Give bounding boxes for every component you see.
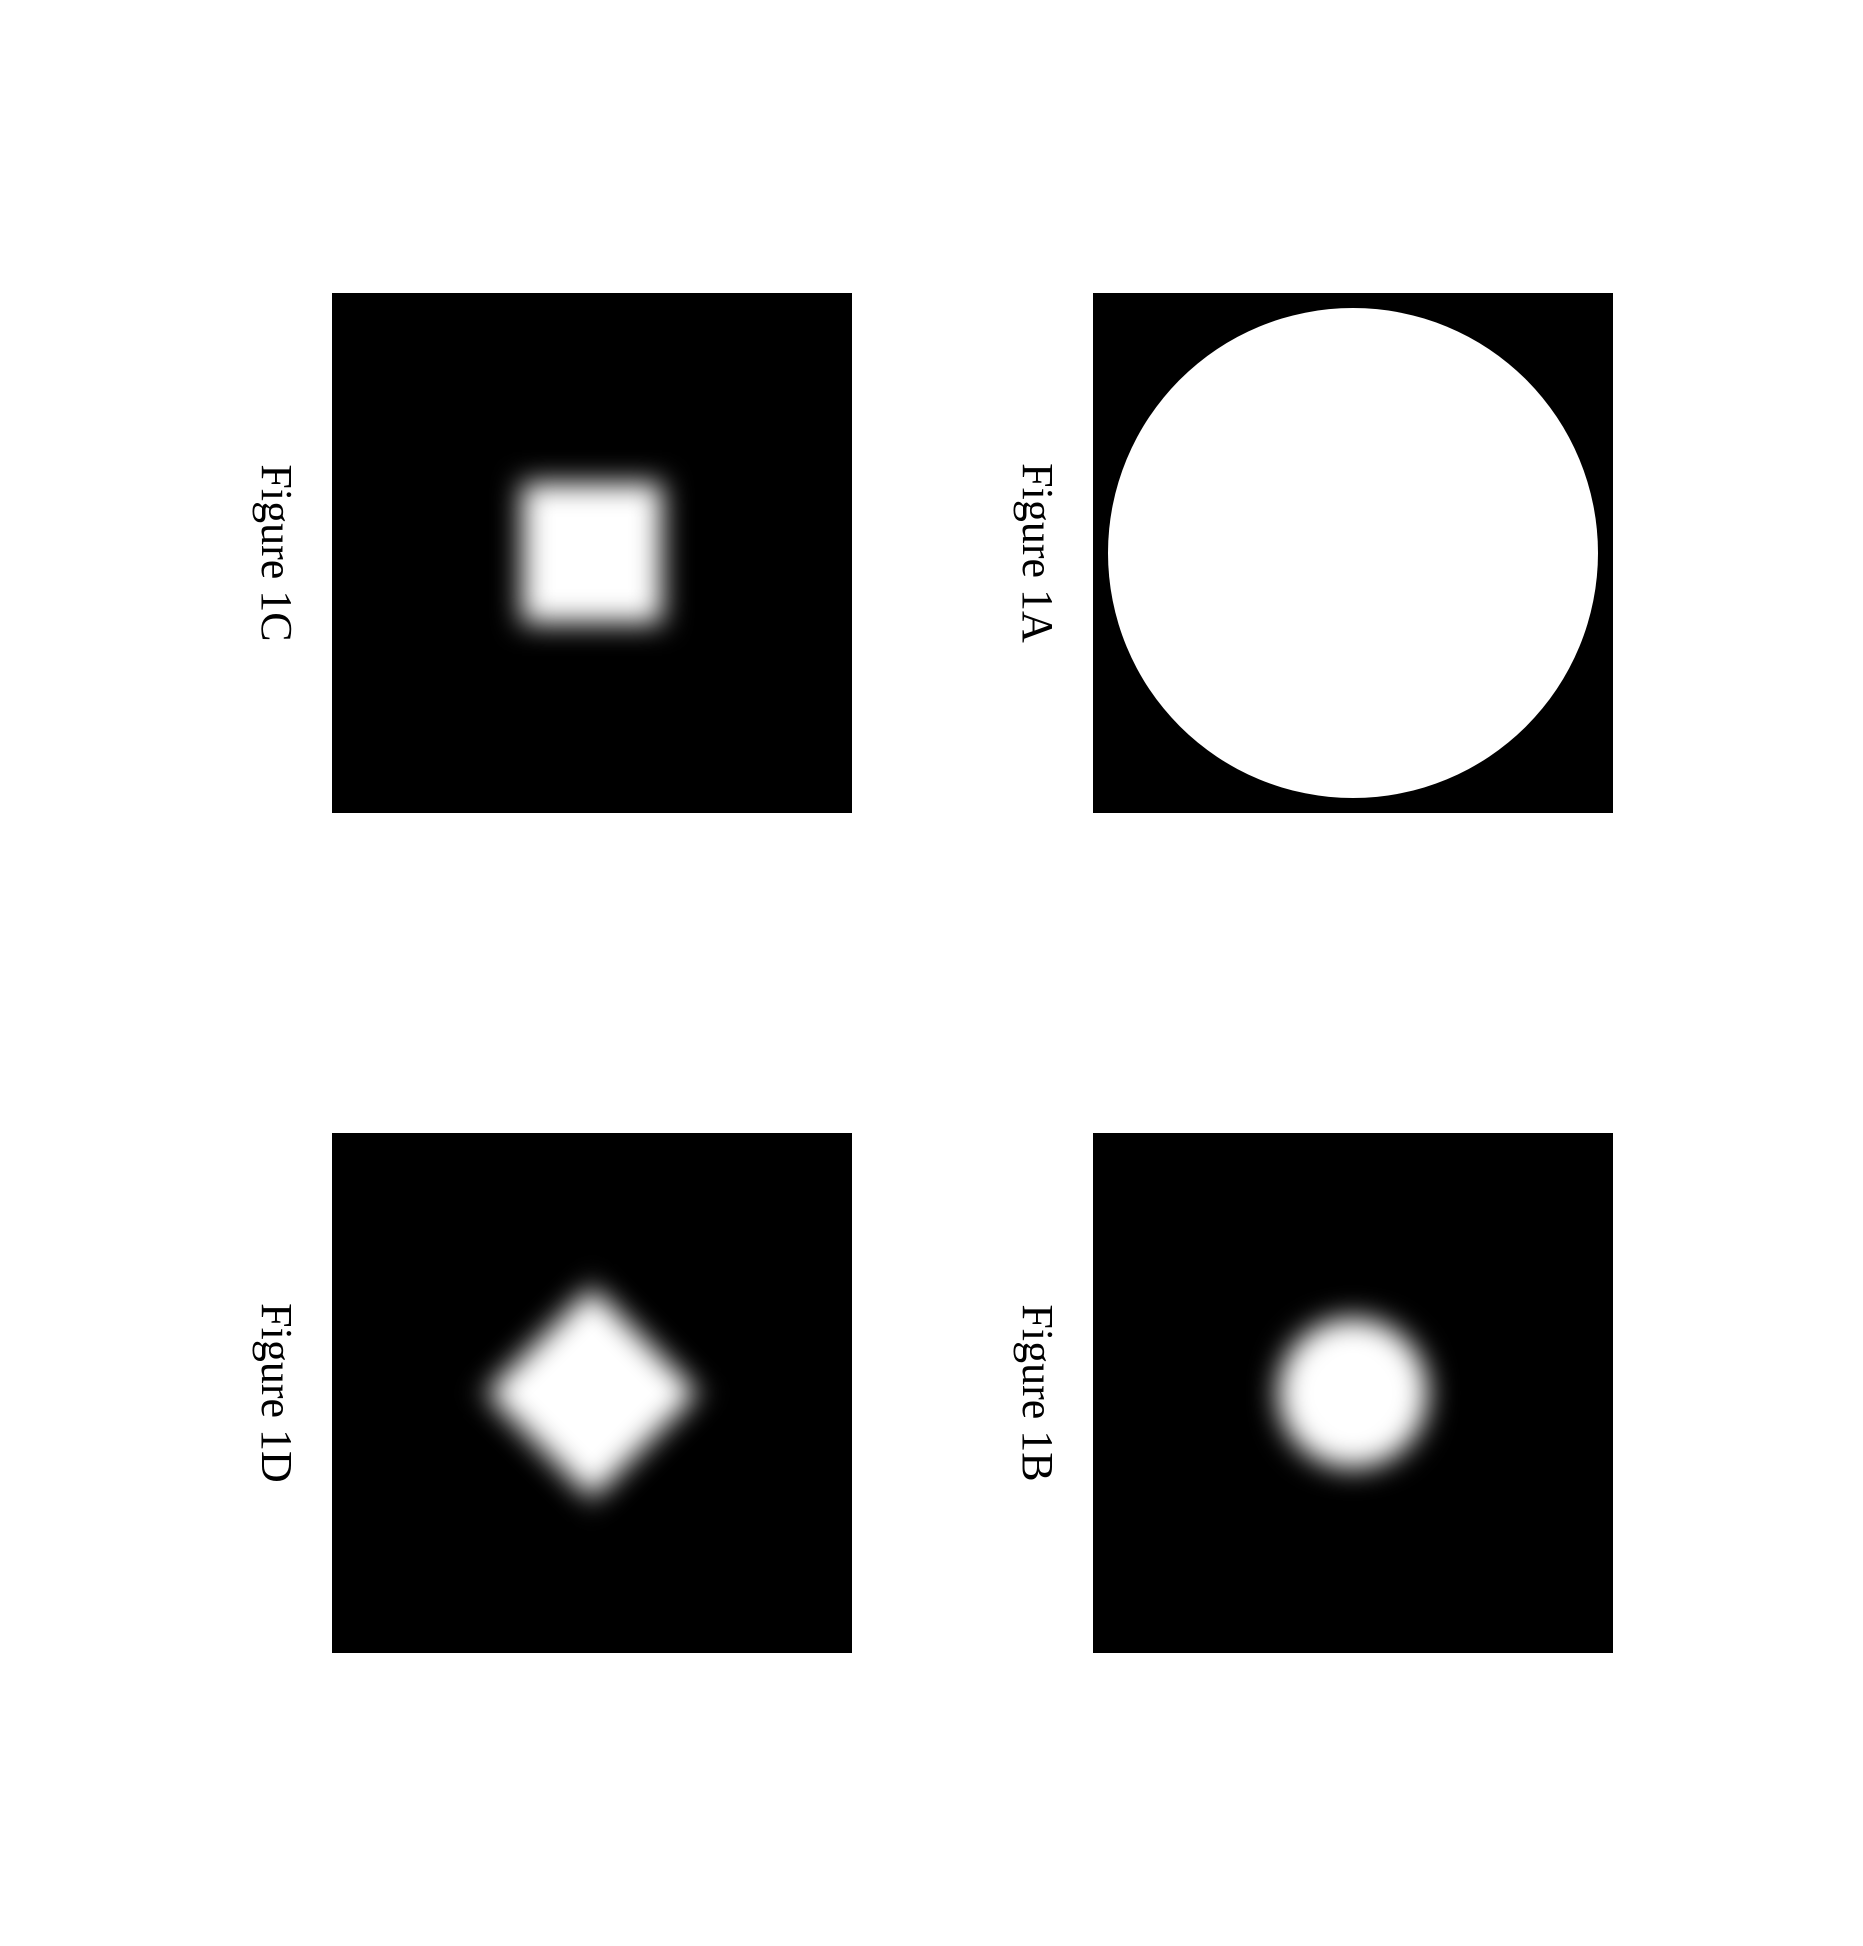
panel-figure-1d: Figure 1D bbox=[251, 1133, 852, 1653]
shape-large-disk bbox=[1108, 308, 1598, 798]
shape-small-diamond-blob bbox=[485, 1287, 697, 1499]
shape-small-square-blob bbox=[522, 483, 662, 623]
caption-figure-1d: Figure 1D bbox=[251, 1303, 302, 1483]
panel-figure-1b: Figure 1B bbox=[1012, 1133, 1613, 1653]
caption-figure-1a: Figure 1A bbox=[1012, 463, 1063, 643]
panel-figure-1a: Figure 1A bbox=[1012, 293, 1613, 813]
shape-small-round-blob bbox=[1278, 1318, 1428, 1468]
panel-figure-1c: Figure 1C bbox=[251, 293, 852, 813]
caption-figure-1c: Figure 1C bbox=[251, 464, 302, 641]
frame-figure-1c bbox=[332, 293, 852, 813]
frame-figure-1a bbox=[1093, 293, 1613, 813]
caption-figure-1b: Figure 1B bbox=[1012, 1304, 1063, 1481]
frame-figure-1b bbox=[1093, 1133, 1613, 1653]
frame-figure-1d bbox=[332, 1133, 852, 1653]
figure-grid: Figure 1A Figure 1B Figure 1C Figure 1D bbox=[171, 213, 1693, 1733]
